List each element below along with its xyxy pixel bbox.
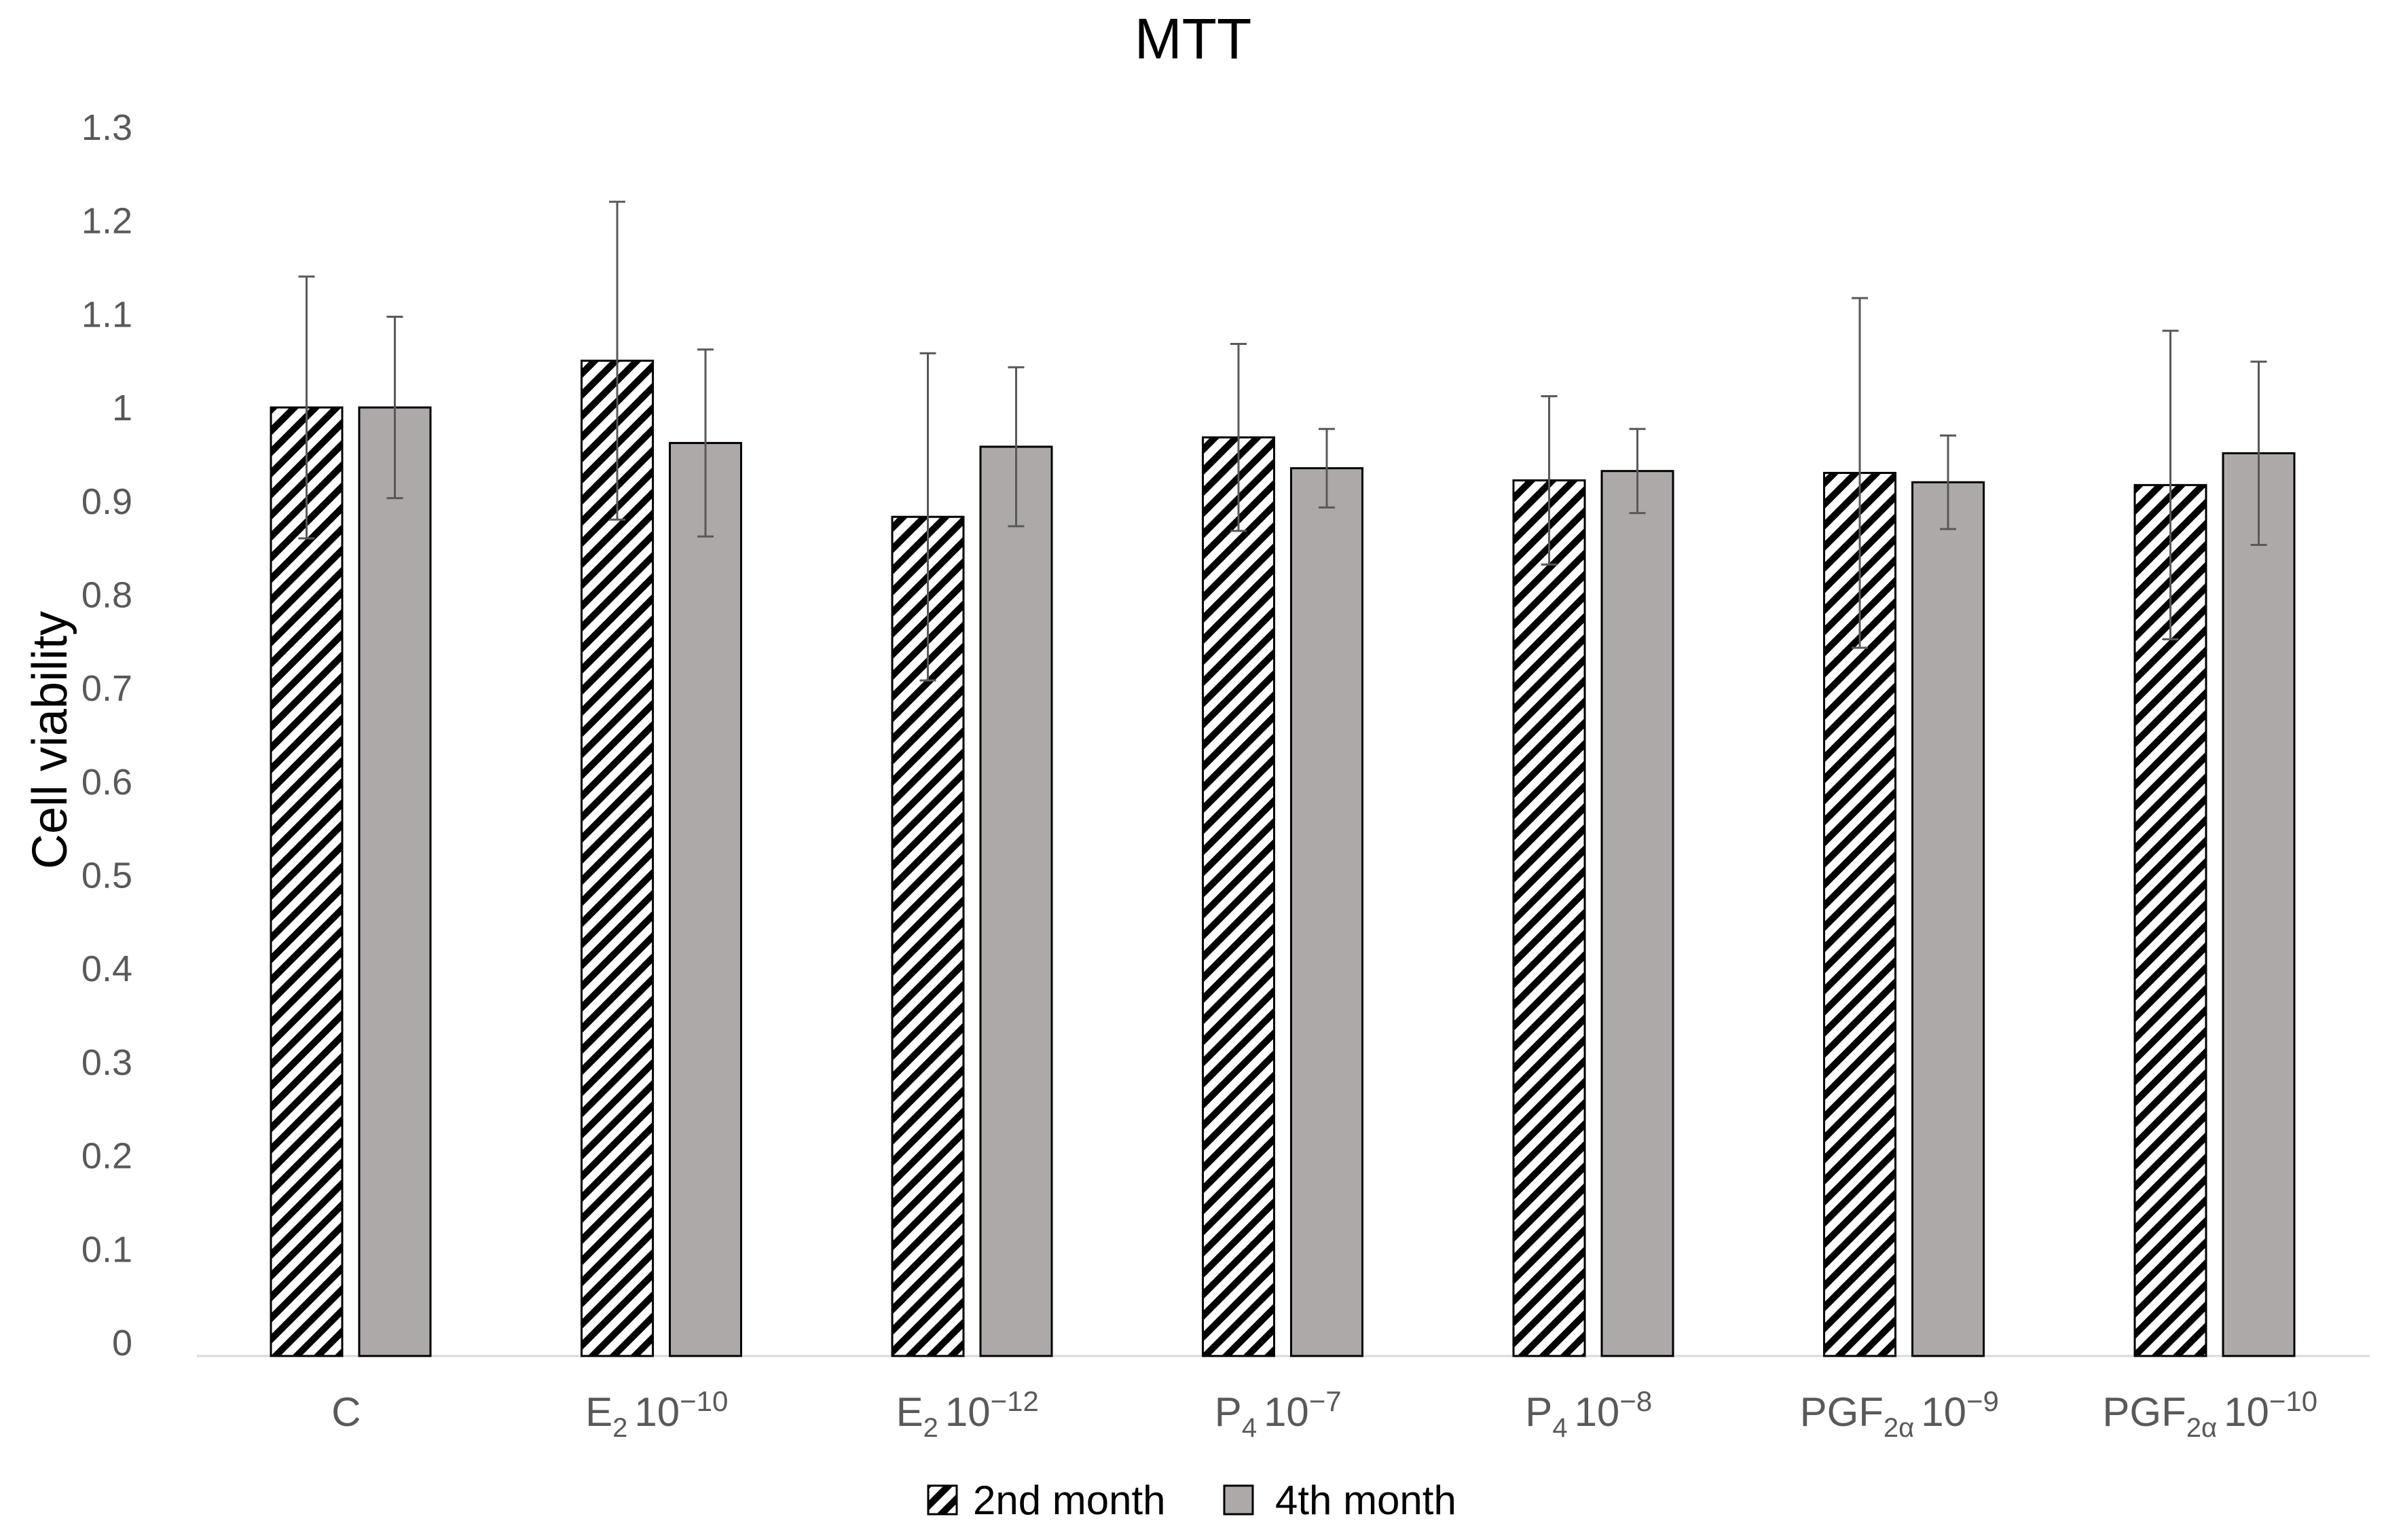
bars-group (270, 359, 2296, 1357)
x-tick-label: E2 10−10 (585, 1385, 728, 1443)
error-bar (697, 348, 714, 538)
bar-4th-month-4 (1600, 470, 1674, 1357)
y-axis-ticks: 0 0.1 0.2 0.3 0.4 0.5 0.6 0.7 0.8 0.9 1 1.1 1.2 1.3 (81, 107, 132, 1363)
error-bar (1940, 434, 1956, 530)
y-tick-label: 1 (112, 388, 132, 428)
y-tick-label: 0.6 (81, 762, 132, 803)
error-bars-group (298, 200, 2267, 682)
bar-4th-month-6 (2222, 452, 2296, 1357)
error-bar (1629, 428, 1646, 515)
error-bar (1230, 342, 1247, 532)
legend: 2nd month 4th month (927, 1478, 1456, 1523)
error-bar (919, 352, 936, 682)
y-tick-label: 0.2 (81, 1136, 132, 1177)
y-axis-label: Cell viability (23, 611, 77, 869)
bar-2nd-month-4 (1512, 479, 1586, 1357)
legend-swatch-2nd-month (927, 1484, 958, 1516)
bar-2nd-month-3 (1202, 436, 1275, 1357)
bar-4th-month-3 (1290, 467, 1363, 1357)
y-tick-label: 0 (112, 1323, 132, 1363)
x-tick-label: P4 10−7 (1215, 1385, 1342, 1443)
y-tick-label: 1.3 (81, 107, 132, 148)
x-tick-label: PGF2α 10−10 (2102, 1385, 2317, 1443)
bar-4th-month-2 (979, 445, 1053, 1357)
bar-4th-month-5 (1911, 481, 1985, 1357)
y-tick-label: 0.3 (81, 1042, 132, 1083)
bar-4th-month-0 (358, 406, 432, 1357)
y-tick-label: 0.5 (81, 856, 132, 896)
error-bar (1319, 428, 1335, 509)
legend-label-2nd-month: 2nd month (973, 1478, 1166, 1523)
error-bar (1852, 297, 1868, 649)
y-tick-label: 0.9 (81, 481, 132, 522)
error-bar (2250, 361, 2267, 546)
legend-label-4th-month: 4th month (1275, 1478, 1456, 1523)
error-bar (609, 200, 625, 521)
x-tick-label: P4 10−8 (1525, 1385, 1652, 1443)
legend-swatch-4th-month (1223, 1484, 1254, 1516)
y-tick-label: 0.1 (81, 1229, 132, 1270)
error-bar (2162, 329, 2179, 641)
y-tick-label: 1.2 (81, 201, 132, 242)
x-tick-label: C (331, 1389, 361, 1435)
error-bar (1008, 366, 1025, 528)
y-tick-label: 0.8 (81, 574, 132, 615)
x-tick-label: PGF2α 10−9 (1800, 1385, 1999, 1443)
error-bar (386, 316, 403, 500)
y-tick-label: 0.7 (81, 668, 132, 709)
y-tick-label: 1.1 (81, 294, 132, 335)
bar-2nd-month-1 (581, 359, 654, 1357)
chart-title: MTT (1135, 7, 1252, 71)
y-tick-label: 0.4 (81, 949, 132, 989)
error-bar (1541, 395, 1558, 566)
bar-2nd-month-0 (270, 406, 344, 1357)
bar-4th-month-1 (669, 441, 742, 1357)
x-tick-label: E2 10−12 (896, 1385, 1039, 1443)
category-labels: C E2 10−10 E2 10−12 P4 10−7 P4 10−8 PGF2α 10−9 PGF2… (331, 1385, 2317, 1443)
error-bar (298, 275, 315, 540)
